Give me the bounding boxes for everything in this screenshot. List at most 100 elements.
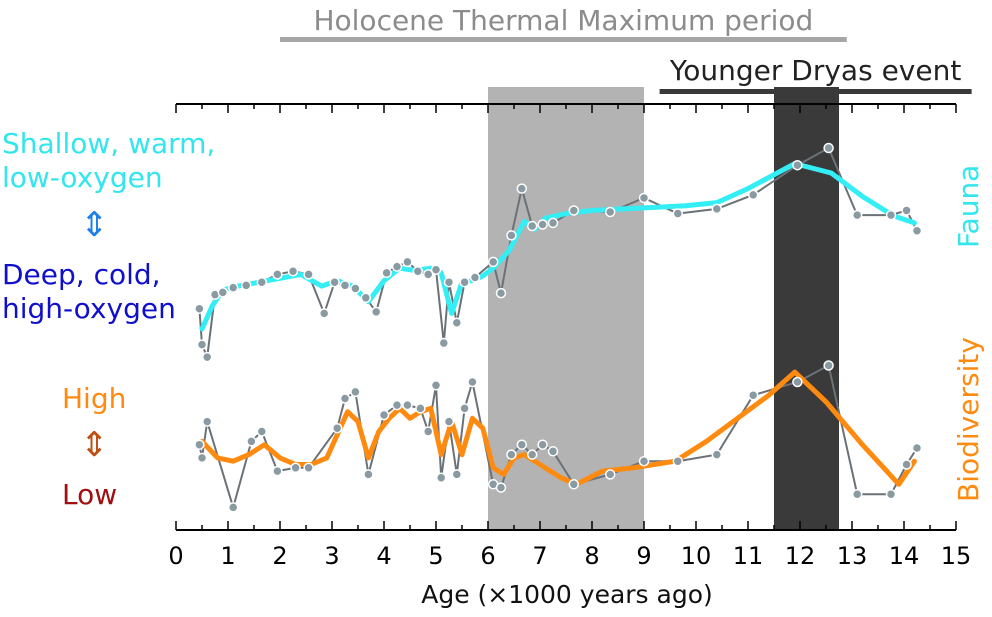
biodiversity-data-point (391, 399, 403, 411)
fauna-data-point (303, 269, 314, 280)
biodiversity-data-point (568, 479, 580, 490)
x-tick-label: 9 (636, 542, 651, 570)
fauna-data-point (885, 209, 897, 221)
fauna-data-point (506, 230, 517, 241)
fauna-data-point (604, 206, 616, 218)
fauna-data-point (329, 276, 340, 288)
fauna-data-point (823, 142, 834, 154)
biodiversity-data-point (422, 426, 434, 437)
biodiversity-data-point (638, 455, 650, 467)
biodiversity-data-point (201, 416, 213, 427)
biodiversity-data-point (246, 436, 257, 447)
fauna-bottom-label: Deep, cold, high-oxygen (2, 258, 176, 325)
fauna-arrow-icon: ⇕ (80, 205, 109, 245)
x-tick-label: 10 (681, 542, 712, 570)
biodiversity-data-point (495, 482, 507, 493)
biodiversity-data-point (303, 462, 314, 474)
biodiversity-data-point (196, 452, 208, 464)
biodiversity-data-point (435, 472, 447, 483)
x-axis-label: Age (×1000 years ago) (421, 580, 713, 609)
biodiversity-data-point (272, 465, 283, 477)
fauna-data-point (412, 266, 424, 277)
fauna-data-point (747, 189, 759, 201)
period-shade-1 (774, 87, 839, 530)
period-bar-1 (659, 89, 972, 94)
fauna-data-point (516, 183, 528, 194)
biodiversity-data-point (901, 459, 912, 470)
fauna-data-point (792, 159, 803, 171)
x-tick-label: 13 (837, 542, 868, 570)
biodiversity-data-point (516, 439, 528, 450)
biodiversity-top-label: High (62, 382, 127, 415)
fauna-data-point (227, 282, 239, 293)
fauna-data-point (451, 317, 463, 329)
fauna-data-point (469, 272, 481, 283)
x-tick-label: 1 (220, 542, 235, 570)
biodiversity-panel-label: Biodiversity (952, 337, 985, 502)
biodiversity-data-point (430, 380, 442, 391)
fauna-data-point (370, 306, 382, 318)
biodiversity-arrow-icon: ⇕ (80, 425, 109, 465)
fauna-data-point (256, 276, 268, 288)
fauna-data-point (537, 219, 548, 230)
fauna-data-point (422, 269, 434, 280)
biodiversity-data-point (711, 449, 723, 460)
x-tick-label: 7 (532, 542, 547, 570)
fauna-data-point (443, 276, 455, 288)
fauna-data-point (196, 339, 208, 350)
fauna-data-point (495, 287, 507, 299)
x-tick-label: 3 (324, 542, 339, 570)
biodiversity-data-point (339, 393, 351, 404)
fauna-data-point (318, 308, 330, 319)
fauna-data-point (911, 225, 923, 236)
fauna-data-point (430, 264, 442, 275)
fauna-data-point (901, 205, 912, 216)
period-title-1: Younger Dryas event (669, 54, 961, 87)
biodiversity-data-point (227, 502, 239, 513)
fauna-data-point (402, 256, 413, 268)
biodiversity-data-point (194, 439, 205, 450)
period-bar-0 (280, 37, 847, 42)
series-layer (194, 142, 923, 513)
fauna-data-point (217, 287, 229, 298)
x-tick-label: 15 (941, 542, 972, 570)
x-tick-label: 4 (376, 542, 391, 570)
x-tick-label: 14 (889, 542, 920, 570)
biodiversity-data-point (415, 403, 426, 414)
biodiversity-data-point (350, 386, 361, 398)
fauna-data-point (272, 269, 283, 280)
x-tick-label: 12 (785, 542, 816, 570)
biodiversity-bottom-label: Low (62, 478, 118, 511)
biodiversity-data-point (851, 488, 863, 500)
fauna-data-point (201, 351, 213, 363)
biodiversity-data-point (402, 399, 413, 411)
biodiversity-data-point (547, 446, 559, 457)
x-tick-label: 11 (733, 542, 764, 570)
biodiversity-data-point (747, 389, 759, 401)
fauna-data-point (287, 266, 299, 277)
period-bars: Holocene Thermal Maximum period Younger D… (280, 4, 972, 94)
biodiversity-data-point (363, 469, 374, 480)
fauna-data-point (194, 303, 205, 314)
fauna-data-point (638, 192, 650, 204)
x-tick-label: 5 (428, 542, 443, 570)
fauna-data-point (381, 267, 392, 279)
x-tick-label: 6 (480, 542, 495, 570)
biodiversity-data-point (443, 416, 455, 427)
biodiversity-data-point (451, 469, 463, 480)
biodiversity-data-point (506, 449, 517, 460)
biodiversity-data-point (378, 409, 390, 421)
biodiversity-data-point (823, 360, 834, 371)
biodiversity-data-point (672, 455, 684, 467)
fauna-data-point (240, 280, 252, 291)
fauna-data-point (391, 261, 403, 272)
biodiversity-data-point (290, 462, 301, 474)
fauna-data-point (438, 337, 450, 349)
biodiversity-data-point (331, 422, 343, 434)
fauna-data-point (851, 209, 863, 221)
x-tick-label: 2 (272, 542, 287, 570)
fauna-data-point (711, 203, 723, 215)
biodiversity-data-point (537, 439, 548, 450)
biodiversity-data-point (911, 442, 923, 454)
